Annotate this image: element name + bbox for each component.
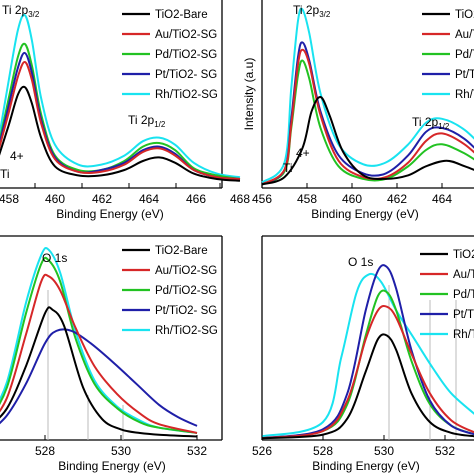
series-line-bare	[261, 96, 474, 186]
x-tick-label: 468	[230, 192, 250, 206]
peak-label-o-1s: O 1s	[42, 251, 67, 265]
series-line-bare	[0, 85, 241, 182]
series-line-au	[261, 48, 474, 186]
series-line-pt	[261, 264, 474, 440]
x-tick-label: 464	[432, 192, 452, 206]
legend-label-pt: Pt/TiO2- SG	[155, 69, 217, 81]
peak-label-ti-2p12: Ti 2p1/2	[128, 113, 166, 129]
x-axis-label: Binding Energy (eV)	[311, 207, 418, 221]
legend-label-au: Au/TiO2-SG	[455, 29, 474, 41]
x-tick-label: 530	[374, 444, 394, 458]
series-line-au	[261, 304, 474, 440]
legend-label-au: Au/TiO2-SG	[155, 265, 217, 277]
peak-label-o-1s: O 1s	[348, 255, 373, 269]
legend-label-pd: Pd/TiO2-SG	[453, 289, 474, 301]
series-line-bare	[261, 333, 474, 440]
x-tick-label: 456	[252, 192, 272, 206]
x-tick-label: 526	[252, 444, 272, 458]
series-group	[0, 13, 241, 182]
x-tick-label: 462	[387, 192, 407, 206]
legend-label-rh: Rh/TiO2-SG	[455, 89, 474, 101]
legend-label-pd: Pd/TiO2-SG	[155, 285, 217, 297]
x-tick-label: 528	[313, 444, 333, 458]
x-ticks: 526 528 530 532	[252, 435, 455, 458]
series-line-rh	[0, 13, 241, 179]
peak-label-ti-2p12: Ti 2p1/2	[412, 115, 450, 131]
legend: TiO2-Bare Au/TiO2-SG Pd/TiO2-SG Pt/TiO2- SG…	[422, 9, 474, 101]
legend-label-pt: Pt/TiO2- SG	[453, 309, 474, 321]
series-line-au	[0, 273, 198, 434]
legend-label-pd: Pd/TiO2-SG	[455, 49, 474, 61]
x-ticks: 456 458 460 462 464	[252, 183, 452, 206]
legend: TiO2-Bare Au/TiO2-SG Pd/TiO2-SG Pt/TiO2- SG…	[420, 249, 474, 341]
series-line-rh	[261, 7, 474, 184]
legend-label-bare: TiO2-Bare	[453, 249, 474, 261]
legend-label-au: Au/TiO2-SG	[453, 269, 474, 281]
panel-top-left: 458 460 462 464 466 468 Binding Energy (…	[0, 0, 250, 221]
x-tick-label: 466	[186, 192, 206, 206]
x-tick-label: 460	[45, 192, 65, 206]
series-group	[261, 264, 474, 440]
legend: TiO2-Bare Au/TiO2-SG Pd/TiO2-SG Pt/TiO2- SG…	[122, 245, 218, 337]
x-axis-label: Binding Energy (eV)	[312, 459, 419, 473]
legend-label-bare: TiO2-Bare	[455, 9, 474, 21]
series-group	[261, 7, 474, 186]
x-tick-label: 458	[297, 192, 317, 206]
x-tick-label: 462	[92, 192, 112, 206]
plot-area	[0, 0, 223, 189]
x-ticks: 528 530 532	[35, 435, 207, 458]
series-line-rh	[261, 272, 474, 438]
x-axis-label: Binding Energy (eV)	[58, 459, 165, 473]
series-line-rh	[0, 247, 198, 434]
x-tick-label: 530	[111, 444, 131, 458]
legend-label-pt: Pt/TiO2- SG	[455, 69, 474, 81]
x-tick-label: 460	[342, 192, 362, 206]
series-group	[0, 247, 198, 438]
panel-bottom-right: 526 528 530 532 Binding Energy (eV) O 1s…	[252, 235, 474, 473]
annotation-4plus: 4+	[296, 146, 310, 160]
annotation-ti: Ti	[0, 167, 10, 181]
panel-top-right: 456 458 460 462 464 Binding Energy (eV) …	[242, 0, 474, 221]
panel-bottom-left: 528 530 532 Binding Energy (eV) O 1s TiO…	[0, 235, 223, 473]
legend-label-rh: Rh/TiO2-SG	[155, 89, 218, 101]
series-line-au	[0, 61, 241, 180]
x-tick-label: 532	[435, 444, 455, 458]
peak-label-ti-2p32: Ti 2p3/2	[2, 3, 40, 19]
legend-label-au: Au/TiO2-SG	[155, 29, 217, 41]
peak-label-ti-2p32: Ti 2p3/2	[293, 3, 331, 19]
legend-label-bare: TiO2-Bare	[155, 245, 208, 257]
annotation-ti: Ti	[283, 161, 293, 175]
legend-label-rh: Rh/TiO2-SG	[155, 325, 218, 337]
series-line-bare	[0, 306, 198, 438]
x-tick-label: 458	[0, 192, 19, 206]
annotation-4plus: 4+	[10, 149, 24, 163]
legend-label-rh: Rh/TiO2-SG	[453, 329, 474, 341]
legend-label-pd: Pd/TiO2-SG	[155, 49, 217, 61]
series-line-pd	[261, 289, 474, 440]
x-tick-label: 532	[187, 444, 207, 458]
x-ticks: 458 460 462 464 466 468	[0, 183, 250, 206]
legend: TiO2-Bare Au/TiO2-SG Pd/TiO2-SG Pt/TiO2- SG…	[122, 9, 218, 101]
y-axis-label: Intensity (a.u)	[242, 58, 256, 131]
legend-label-pt: Pt/TiO2- SG	[155, 305, 217, 317]
series-line-pt	[0, 328, 198, 427]
x-tick-label: 464	[139, 192, 159, 206]
x-axis-label: Binding Energy (eV)	[56, 207, 163, 221]
legend-label-bare: TiO2-Bare	[155, 9, 208, 21]
x-tick-label: 528	[35, 444, 55, 458]
